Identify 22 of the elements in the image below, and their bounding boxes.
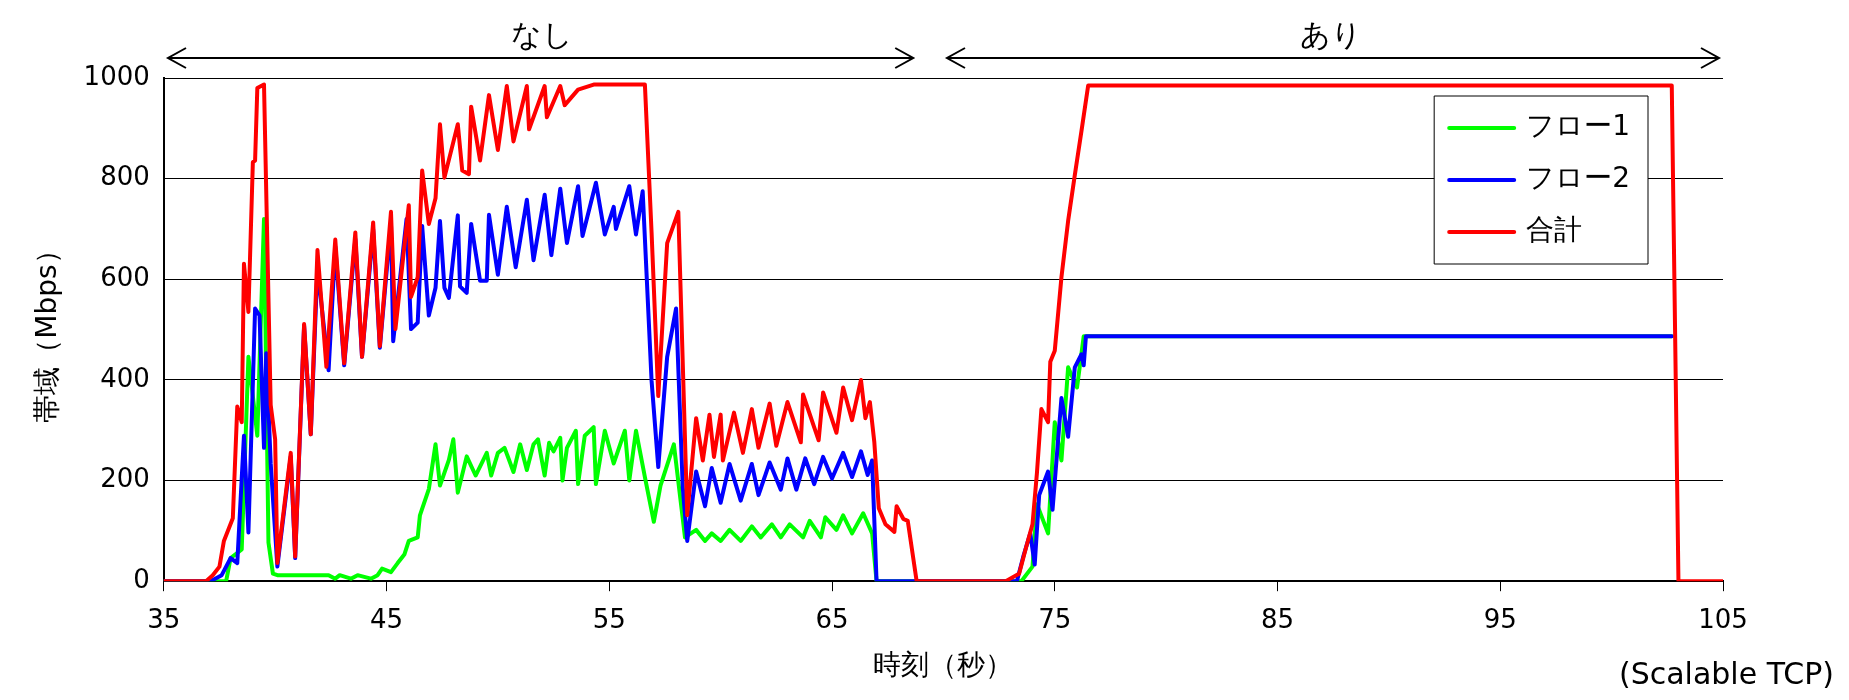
x-tick-label: 45 <box>369 603 404 634</box>
y-tick-label: 800 <box>100 161 150 192</box>
text: あり <box>1300 16 1363 52</box>
y-tick-label: 400 <box>100 362 150 393</box>
legend-label: フロー2 <box>1526 161 1631 195</box>
text: なし <box>510 16 573 52</box>
y-tick-label: 0 <box>133 563 150 594</box>
x-tick-label: 85 <box>1260 603 1295 634</box>
x-tick-label: 75 <box>1038 603 1072 634</box>
x-tick-label: 105 <box>1698 603 1748 634</box>
x-tick-label: 35 <box>147 603 181 634</box>
text: (Scalable TCP) <box>1618 656 1834 691</box>
x-tick-label: 65 <box>815 603 849 634</box>
legend-label: 合計 <box>1526 213 1583 247</box>
y-axis-title: 帯域（Mbps） <box>30 236 64 423</box>
y-tick-label: 600 <box>100 262 150 293</box>
x-axis-title: 時刻（秒） <box>873 648 1014 682</box>
x-tick-label: 95 <box>1483 603 1517 634</box>
y-tick-label: 1000 <box>83 60 150 91</box>
y-tick-label: 200 <box>100 463 150 494</box>
x-tick-label: 55 <box>592 603 626 634</box>
legend-label: フロー1 <box>1526 109 1631 143</box>
